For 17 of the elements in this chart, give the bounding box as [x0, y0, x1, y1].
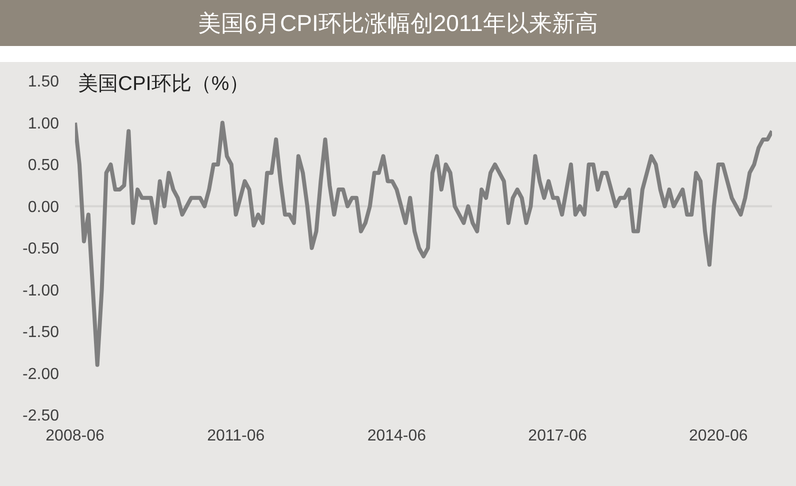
x-tick-label: 2017-06 — [528, 427, 587, 444]
y-tick-label: 0.00 — [28, 198, 60, 216]
x-tick-label: 2011-06 — [207, 427, 265, 444]
y-tick-label: -1.00 — [22, 282, 60, 300]
x-tick-label: 2020-06 — [689, 427, 748, 444]
y-tick-label: -1.50 — [22, 324, 60, 342]
chart-title: 美国6月CPI环比涨幅创2011年以来新高 — [0, 0, 796, 46]
y-tick-label: -2.00 — [22, 366, 60, 383]
line-series — [75, 120, 772, 367]
x-tick-label: 2008-06 — [46, 427, 104, 444]
y-tick-label: 0.50 — [28, 157, 60, 174]
y-axis-title: 美国CPI环比（%） — [78, 72, 250, 97]
y-tick-label: 1.50 — [28, 74, 60, 91]
y-tick-label: -2.50 — [22, 408, 60, 425]
y-tick-label: 1.00 — [28, 115, 60, 132]
y-tick-label: -0.50 — [22, 240, 60, 258]
x-tick-label: 2014-06 — [367, 427, 426, 444]
